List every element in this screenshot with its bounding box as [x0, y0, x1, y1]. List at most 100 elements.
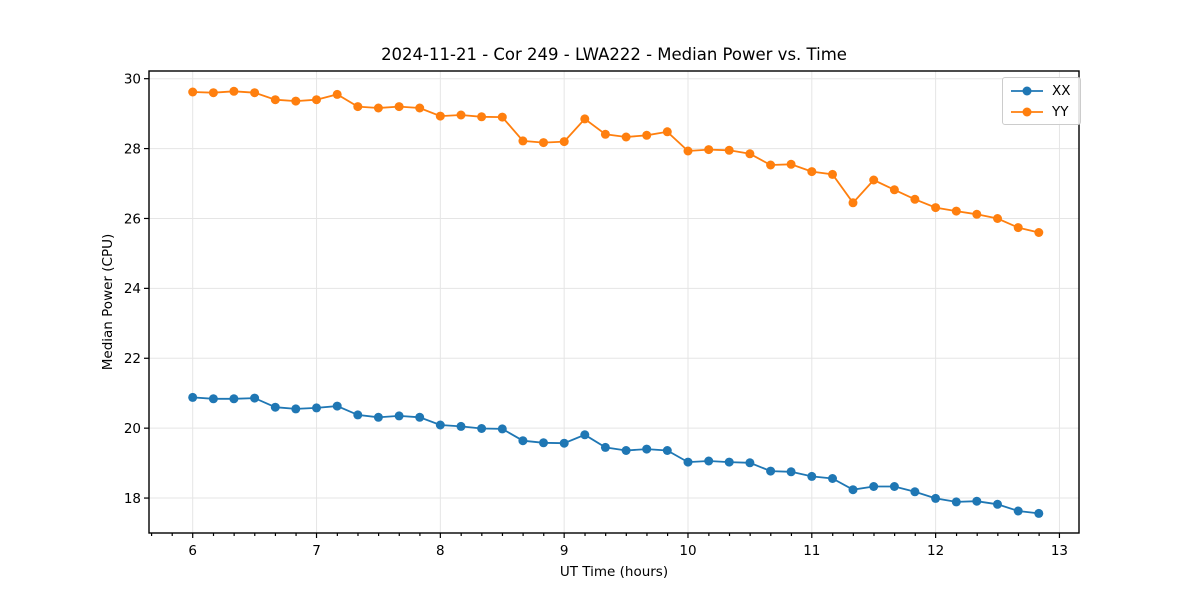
series-YY [188, 86, 1044, 237]
data-point [724, 457, 734, 467]
x-tick-label: 8 [436, 543, 445, 559]
y-tick-label: 24 [124, 281, 141, 297]
data-point [931, 493, 941, 503]
data-point [786, 467, 796, 477]
grid-lines [149, 71, 1079, 533]
data-point [745, 458, 755, 468]
data-point [394, 102, 404, 112]
data-point [704, 145, 714, 155]
x-tick-label: 7 [312, 543, 321, 559]
data-point [477, 112, 487, 122]
data-point [580, 114, 590, 124]
data-point [889, 185, 899, 195]
data-point [993, 499, 1002, 509]
data-point [250, 393, 260, 403]
data-point [456, 421, 466, 431]
data-point [208, 88, 218, 98]
data-point [312, 95, 321, 105]
data-point [848, 485, 858, 495]
data-point [353, 102, 363, 112]
data-point [683, 146, 693, 156]
data-point [724, 145, 734, 155]
data-point [229, 394, 239, 404]
data-point [910, 194, 920, 204]
data-point [1034, 508, 1044, 518]
data-point [539, 138, 548, 148]
data-point [1034, 228, 1044, 237]
data-point [435, 111, 445, 121]
series-line [192, 396, 1039, 515]
data-point [621, 132, 631, 142]
data-point [312, 403, 321, 413]
legend-marker [1022, 86, 1032, 95]
y-tick-label: 22 [124, 351, 141, 367]
data-point [373, 103, 383, 113]
x-tick-label: 13 [1051, 543, 1068, 559]
legend-entry-XX: XX [1009, 81, 1071, 100]
plot-border [148, 70, 1080, 534]
data-point [332, 401, 342, 411]
tick-labels: 6 7 8 9 10 11 12 13 18 20 22 24 26 28 30 [124, 71, 1068, 559]
data-point [745, 149, 755, 159]
data-point [972, 209, 982, 219]
legend-label: YY [1052, 103, 1069, 120]
data-point [642, 130, 652, 140]
x-tick-label: 10 [679, 543, 696, 559]
data-point [910, 487, 920, 497]
data-point [889, 482, 899, 491]
data-point [951, 497, 961, 507]
data-point [497, 112, 507, 122]
data-point [828, 474, 837, 483]
legend-sample [1011, 107, 1043, 116]
data-point [683, 457, 693, 467]
data-point [188, 392, 198, 402]
y-tick-label: 30 [124, 71, 141, 87]
data-point [208, 394, 218, 404]
legend-sample [1011, 86, 1043, 95]
series-XX [188, 392, 1044, 518]
data-point [869, 482, 879, 491]
data-point [250, 88, 260, 98]
data-point [559, 137, 569, 147]
data-point [869, 175, 879, 185]
legend-entry-YY: YY [1009, 102, 1071, 121]
data-point [931, 203, 941, 213]
data-point [373, 412, 383, 422]
data-point [497, 424, 507, 434]
y-tick-label: 20 [124, 421, 141, 437]
data-point [477, 424, 487, 433]
x-tick-label: 12 [927, 543, 944, 559]
data-point [456, 110, 466, 120]
data-point [621, 446, 631, 455]
y-tick-label: 28 [124, 141, 141, 157]
x-axis-label: UT Time (hours) [559, 564, 669, 580]
data-point [332, 89, 342, 99]
data-point [600, 129, 610, 139]
axis-ticks [144, 78, 1061, 538]
data-point [972, 496, 982, 506]
x-tick-label: 6 [188, 543, 197, 559]
data-point [786, 159, 796, 169]
data-point [394, 411, 404, 421]
data-point [435, 420, 445, 430]
legend-marker [1022, 107, 1032, 116]
data-point [662, 446, 672, 455]
data-point [662, 127, 672, 137]
data-point [580, 430, 590, 440]
data-point [291, 404, 301, 414]
data-point [270, 95, 280, 105]
data-point [848, 198, 858, 208]
data-point [642, 444, 652, 454]
data-point [1013, 506, 1023, 516]
data-point [766, 160, 776, 170]
data-point [600, 442, 610, 452]
data-point [518, 136, 528, 146]
data-point [539, 438, 548, 448]
data-point [704, 456, 714, 466]
data-point [188, 87, 198, 97]
data-point [766, 466, 776, 476]
legend-label: XX [1052, 82, 1071, 99]
legend: XX YY [1002, 77, 1081, 125]
